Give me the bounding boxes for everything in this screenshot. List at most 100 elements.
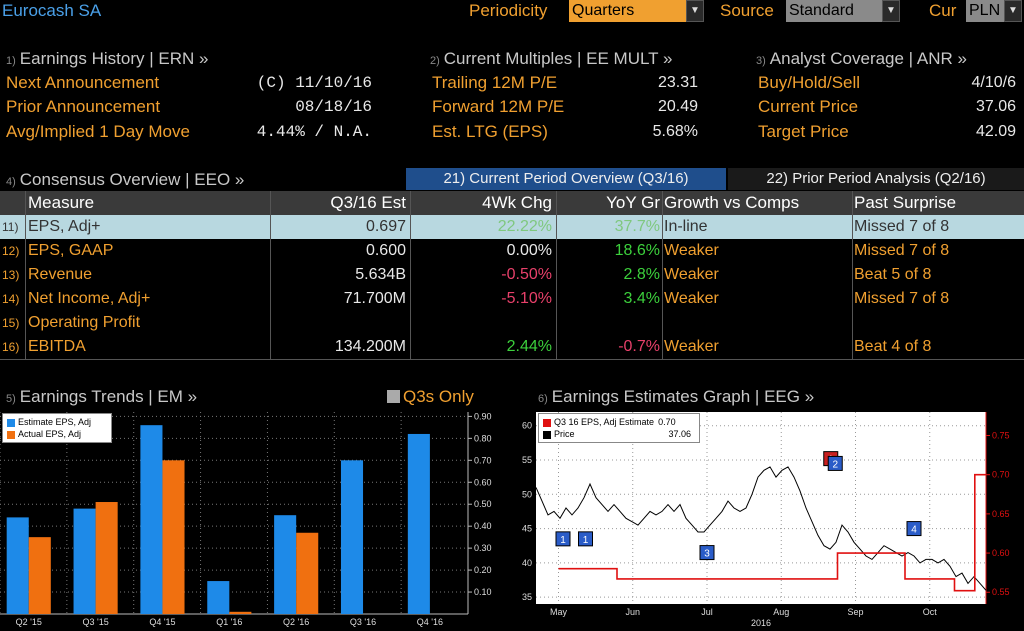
earnings-graph-header[interactable]: 6) Earnings Estimates Graph | EEG » <box>538 387 814 407</box>
right-tick-label: 0.60 <box>992 548 1010 558</box>
y-tick-label: 0.40 <box>474 521 492 531</box>
yoy-growth-cell: 2.8% <box>623 266 660 283</box>
y-tick-label: 0.30 <box>474 543 492 553</box>
source-dropdown-icon[interactable]: ▼ <box>882 0 900 22</box>
avg-move-label: Avg/Implied 1 Day Move <box>6 122 190 141</box>
periodicity-select[interactable]: Quarters <box>569 0 687 22</box>
past-surprise-cell: Missed 7 of 8 <box>854 290 950 307</box>
earnings-trends-header[interactable]: 5) Earnings Trends | EM » <box>6 387 197 407</box>
event-marker-label: 1 <box>560 535 566 546</box>
yoy-growth-cell: 37.7% <box>614 218 660 235</box>
x-tick-label: Jul <box>701 607 713 617</box>
x-tick-label: Sep <box>847 607 863 617</box>
col-past-surprise[interactable]: Past Surprise <box>854 193 957 212</box>
event-marker <box>578 531 593 547</box>
periodicity-dropdown-icon[interactable]: ▼ <box>686 0 704 22</box>
checkbox-icon <box>387 390 400 403</box>
measure-cell: Net Income, Adj+ <box>28 290 151 307</box>
earnings-history-header[interactable]: 1) Earnings History | ERN » <box>6 49 208 69</box>
estimate-cell: 5.634B <box>355 266 406 283</box>
past-surprise-cell <box>854 311 1022 335</box>
yoy-growth-cell: -0.7% <box>618 338 660 355</box>
column-divider <box>25 191 26 360</box>
col-4wk-chg[interactable]: 4Wk Chg <box>482 193 552 212</box>
legend-swatch <box>543 430 551 439</box>
legend-value: 0.70 <box>658 417 676 427</box>
current-price-value: 37.06 <box>975 98 1016 115</box>
event-marker <box>699 545 715 561</box>
table-row[interactable]: 11) EPS, Adj+ 0.697 22.22% 37.7% In-line Misse… <box>0 215 1024 239</box>
currency-select[interactable]: PLN <box>966 0 1004 22</box>
column-divider <box>662 191 663 360</box>
legend-item-price: Price 37.06 <box>543 428 697 440</box>
legend-label: Q3 16 EPS, Adj Estimate <box>554 417 655 427</box>
legend-label: Estimate EPS, Adj <box>18 417 92 427</box>
estimate-cell: 0.697 <box>365 218 406 235</box>
target-price-label: Target Price <box>758 122 849 141</box>
title-bar: Eurocash SA Periodicity Quarters ▼ Sourc… <box>0 0 1024 24</box>
section-number: 5) <box>6 393 16 405</box>
legend-swatch <box>7 418 15 427</box>
col-measure[interactable]: Measure <box>28 193 95 212</box>
section-number: 2) <box>430 55 440 67</box>
col-growth-vs-comps[interactable]: Growth vs Comps <box>664 193 800 212</box>
right-tick-label: 0.75 <box>992 431 1010 441</box>
legend-item-estimate: Q3 16 EPS, Adj Estimate 0.70 <box>543 416 697 428</box>
growth-vs-comps-cell: Weaker <box>664 290 719 307</box>
table-row[interactable]: 14) Net Income, Adj+ 71.700M -5.10% 3.4% Weak… <box>0 287 1024 311</box>
y-tick-label: 0.80 <box>474 433 492 443</box>
column-divider <box>270 191 271 360</box>
x-tick-label: Q4 '16 <box>417 617 443 627</box>
forward-pe-label: Forward 12M P/E <box>432 97 565 116</box>
bar-actual <box>229 611 252 614</box>
legend-swatch <box>543 418 551 427</box>
table-row[interactable]: 12) EPS, GAAP 0.600 0.00% 18.6% Weaker Missed … <box>0 239 1024 263</box>
x-tick-label: Q2 '16 <box>283 617 309 627</box>
est-ltg-label: Est. LTG (EPS) <box>432 122 548 141</box>
left-tick-label: 35 <box>522 592 532 602</box>
current-price-label: Current Price <box>758 97 859 116</box>
section-title: Earnings History | ERN » <box>19 49 209 68</box>
yoy-growth-cell: 3.4% <box>623 290 660 307</box>
source-label: Source <box>720 1 774 20</box>
legend-value: 37.06 <box>668 429 691 439</box>
estimate-cell <box>272 311 406 335</box>
bar-actual <box>28 537 51 614</box>
tab-prior-period[interactable]: 22) Prior Period Analysis (Q2/16) <box>728 168 1024 190</box>
column-divider <box>410 191 411 360</box>
y-tick-label: 0.10 <box>474 587 492 597</box>
growth-vs-comps-cell: In-line <box>664 218 708 235</box>
table-row[interactable]: 15) Operating Profit <box>0 311 1024 335</box>
row-number: 16) <box>2 340 20 354</box>
analyst-coverage-header[interactable]: 3) Analyst Coverage | ANR » <box>756 49 967 69</box>
earnings-trends-chart: 0.10 0.20 0.30 0.40 0.50 0.60 0.70 0.80 0.90 Q2 '… <box>0 408 510 630</box>
x-tick-label: Q3 '16 <box>350 617 376 627</box>
bar-estimate <box>73 508 96 614</box>
y-tick-label: 0.50 <box>474 499 492 509</box>
tab-current-period[interactable]: 21) Current Period Overview (Q3/16) <box>406 168 726 190</box>
col-est[interactable]: Q3/16 Est <box>330 193 406 212</box>
section-title: Earnings Trends | EM » <box>19 387 198 406</box>
bar-estimate <box>407 433 430 614</box>
event-marker-label: 1 <box>583 535 589 546</box>
currency-dropdown-icon[interactable]: ▼ <box>1004 0 1022 22</box>
q3s-only-toggle[interactable]: Q3s Only <box>387 387 474 407</box>
trailing-pe-value: 23.31 <box>657 74 698 91</box>
estimate-cell: 134.200M <box>334 338 406 355</box>
col-yoy-gr[interactable]: YoY Gr <box>606 193 660 212</box>
consensus-overview-header[interactable]: 4) Consensus Overview | EEO » <box>6 170 244 190</box>
four-week-change-cell: 22.22% <box>497 218 552 235</box>
bar-estimate <box>274 515 297 614</box>
table-row[interactable]: 16) EBITDA 134.200M 2.44% -0.7% Weaker Beat 4 … <box>0 335 1024 359</box>
row-number: 15) <box>2 316 20 330</box>
source-select[interactable]: Standard <box>786 0 882 22</box>
estimate-cell: 71.700M <box>343 290 406 307</box>
current-multiples-header[interactable]: 2) Current Multiples | EE MULT » <box>430 49 672 69</box>
buy-hold-sell-label: Buy/Hold/Sell <box>758 73 861 92</box>
section-number: 1) <box>6 55 16 67</box>
next-announcement-label: Next Announcement <box>6 73 160 92</box>
row-number: 12) <box>2 244 20 258</box>
left-tick-label: 45 <box>522 524 532 534</box>
table-row[interactable]: 13) Revenue 5.634B -0.50% 2.8% Weaker Beat 5 o… <box>0 263 1024 287</box>
section-title: Analyst Coverage | ANR » <box>769 49 967 68</box>
